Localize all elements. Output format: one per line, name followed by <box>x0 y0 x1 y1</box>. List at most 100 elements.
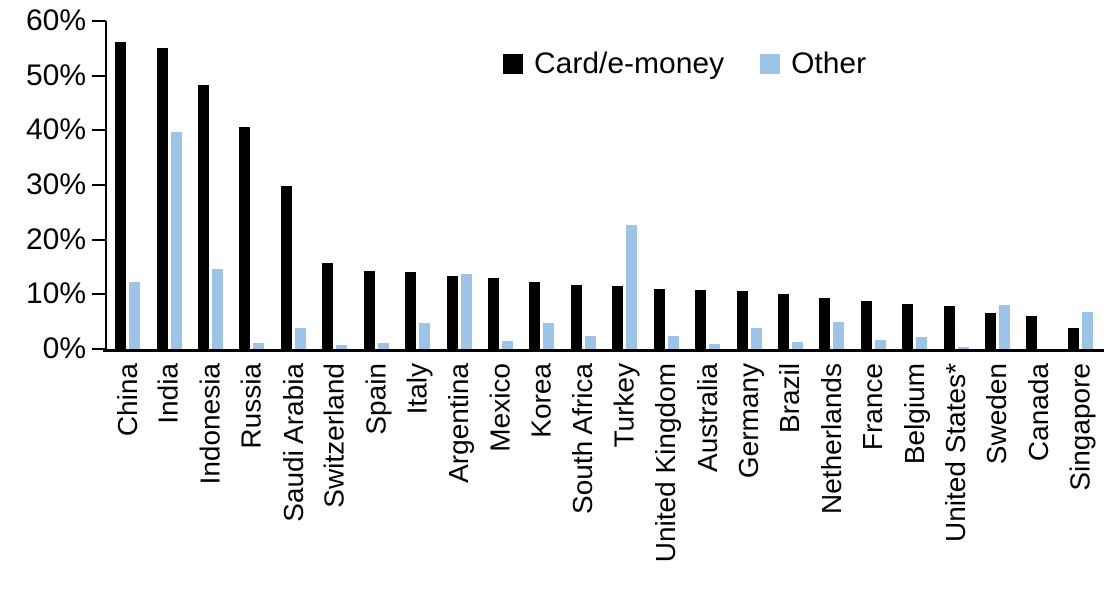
bar-group <box>1018 21 1059 349</box>
bar-card <box>156 48 168 349</box>
x-label-cell: Switzerland <box>314 363 355 594</box>
x-label-cell: Italy <box>397 363 438 594</box>
y-axis-tick <box>92 20 106 22</box>
y-tick-label: 50% <box>25 58 86 92</box>
x-label-cell: Singapore <box>1060 363 1101 594</box>
bar-group <box>645 21 686 349</box>
bar-group <box>273 21 314 349</box>
bar-card <box>570 284 582 349</box>
bar-group <box>480 21 521 349</box>
bar-other <box>874 340 886 349</box>
bar-group <box>397 21 438 349</box>
x-label-cell: Russia <box>231 363 272 594</box>
x-label-cell: Argentina <box>438 363 479 594</box>
bar-group <box>563 21 604 349</box>
x-tick-label: Netherlands <box>815 363 847 514</box>
bar-card <box>612 285 624 349</box>
x-label-cell: Sweden <box>977 363 1018 594</box>
bar-group <box>190 21 231 349</box>
x-tick-label: United Kingdom <box>650 363 682 563</box>
bar-group <box>728 21 769 349</box>
x-label-cell: Korea <box>521 363 562 594</box>
bar-other <box>170 131 182 349</box>
card-series-swatch-icon <box>503 54 523 74</box>
x-tick-label: Sweden <box>981 363 1013 465</box>
bar-card <box>777 294 789 349</box>
y-axis-tick <box>92 129 106 132</box>
bar-other <box>709 343 721 349</box>
bar-other <box>833 322 845 349</box>
bar-card <box>529 282 541 349</box>
bar-card <box>1067 327 1079 349</box>
bar-other <box>502 341 513 349</box>
bar-other <box>957 347 969 349</box>
bar-other <box>584 335 596 349</box>
bar-card <box>363 271 375 349</box>
bar-other <box>460 273 472 349</box>
bar-other <box>626 224 638 349</box>
bar-card <box>653 288 665 349</box>
bar-group <box>770 21 811 349</box>
bar-group <box>1060 21 1101 349</box>
bar-card <box>280 186 292 349</box>
x-label-cell: Australia <box>687 363 728 594</box>
legend-label-card: Card/e-money <box>534 47 725 80</box>
y-axis-tick <box>92 293 106 296</box>
bar-group <box>314 21 355 349</box>
bar-card <box>198 84 210 349</box>
bar-other <box>999 304 1011 349</box>
x-label-cell: India <box>148 363 189 594</box>
bar-other <box>791 341 803 349</box>
x-tick-label: India <box>153 363 185 424</box>
bar-other <box>916 336 928 349</box>
bar-card <box>239 127 251 349</box>
x-tick-label: Italy <box>401 363 433 415</box>
x-tick-label: Russia <box>235 363 267 449</box>
x-tick-label: Argentina <box>443 363 475 483</box>
y-tick-label: 10% <box>25 277 86 311</box>
x-tick-label: Canada <box>1023 363 1054 462</box>
x-label-cell: United Kingdom <box>645 363 686 594</box>
y-axis-line <box>105 21 107 350</box>
x-tick-label: Mexico <box>484 363 516 452</box>
bar-group <box>853 21 894 349</box>
bar-card <box>985 312 997 349</box>
bar-card <box>902 303 914 349</box>
y-tick-label: 60% <box>25 4 86 37</box>
y-axis-tick <box>92 184 106 186</box>
x-tick-label: France <box>857 363 889 451</box>
x-label-cell: Turkey <box>604 363 645 594</box>
bar-card <box>1026 316 1038 349</box>
bar-card <box>115 41 127 349</box>
bar-group <box>687 21 728 349</box>
x-tick-label: Korea <box>525 363 557 438</box>
x-label-cell: Netherlands <box>811 363 852 594</box>
bar-card <box>405 271 417 349</box>
bar-other <box>294 327 306 349</box>
chart-legend: Card/e-money Other <box>503 47 866 81</box>
x-tick-label: Germany <box>733 363 765 479</box>
x-label-cell: Spain <box>356 363 397 594</box>
bar-group <box>977 21 1018 349</box>
bar-other <box>750 327 762 349</box>
x-tick-label: China <box>111 363 143 437</box>
legend-item-card: Card/e-money <box>503 47 724 81</box>
y-axis-tick <box>92 238 106 241</box>
x-axis-line <box>103 349 1104 352</box>
y-tick-label: 30% <box>25 168 86 201</box>
x-label-cell: Saudi Arabia <box>273 363 314 594</box>
x-axis-labels: China India Indonesia Russia Saudi Arabia Swi… <box>107 363 1101 594</box>
bar-card <box>943 305 955 349</box>
bar-group <box>107 21 148 349</box>
x-label-cell: Indonesia <box>190 363 231 594</box>
bar-other <box>253 343 265 349</box>
bar-card <box>860 301 872 349</box>
bar-card <box>446 275 458 349</box>
x-tick-label: South Africa <box>567 363 599 514</box>
y-tick-label: 40% <box>25 113 86 147</box>
bar-group <box>935 21 976 349</box>
x-label-cell: United States* <box>935 363 976 594</box>
x-label-cell: Mexico <box>480 363 521 594</box>
y-tick-label: 0% <box>42 332 86 365</box>
bar-other <box>543 323 555 349</box>
